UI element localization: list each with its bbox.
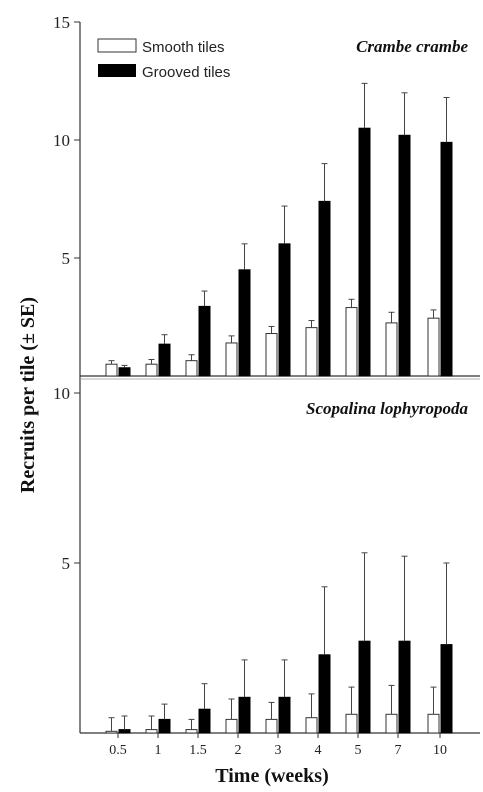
panel-1-bar-grooved-4: [278, 696, 291, 734]
panel-0-bar-grooved-0: [118, 367, 131, 377]
panel-0-bar-grooved-8: [440, 141, 453, 377]
panel-0-bar-smooth-7: [385, 322, 398, 377]
xtick-label-7: 7: [395, 743, 402, 758]
legend-swatch-smooth: [97, 38, 137, 53]
panel-0-ytick-label-2: 5: [62, 249, 71, 268]
panel-1-bar-grooved-0: [118, 729, 131, 734]
panel-1-bar-grooved-8: [440, 644, 453, 734]
panel-0-bar-smooth-6: [345, 307, 358, 377]
panel-1-bar-smooth-0: [105, 730, 118, 734]
panel-0-bar-smooth-2: [185, 360, 198, 377]
legend-label-grooved: Grooved tiles: [142, 64, 230, 81]
panel-1-bar-smooth-1: [145, 729, 158, 734]
panel-1-bar-grooved-7: [398, 640, 411, 734]
panel-0-bar-grooved-6: [358, 127, 371, 377]
panel-1-ytick-label-0: 10: [53, 384, 70, 403]
labels-layer: Recruits per tile (± SE) Time (weeks) Cr…: [17, 37, 468, 787]
panel-0-ytick-label-1: 10: [53, 131, 70, 150]
legend-swatch-grooved: [98, 64, 136, 77]
xtick-label-0: 0.5: [109, 743, 127, 758]
xtick-label-6: 5: [355, 743, 362, 758]
panel-0-ytick-label-0: 15: [53, 13, 70, 32]
panel-0-bar-grooved-3: [238, 269, 251, 377]
x-axis-title: Time (weeks): [215, 765, 329, 787]
panel-1-bar-smooth-3: [225, 718, 238, 734]
panel-0-bar-grooved-7: [398, 134, 411, 377]
panel-title-bottom: Scopalina lophyropoda: [306, 399, 468, 418]
panel-0-bar-grooved-4: [278, 243, 291, 377]
panel-1-bar-smooth-7: [385, 713, 398, 734]
panel-title-top: Crambe crambe: [356, 37, 468, 56]
panel-0-bar-smooth-8: [427, 317, 440, 377]
xtick-label-5: 4: [315, 743, 322, 758]
legend-label-smooth: Smooth tiles: [142, 39, 225, 56]
axes-layer: 15 10 5 10 5 0.5 1 1.5 2 3 4 5 7 10: [53, 13, 480, 758]
panel-0-bar-grooved-1: [158, 343, 171, 377]
panel-1-bar-grooved-5: [318, 654, 331, 734]
xtick-label-8: 10: [433, 743, 447, 758]
y-axis-title: Recruits per tile (± SE): [17, 297, 39, 493]
panel-0-bar-grooved-5: [318, 200, 331, 377]
panel-1-bar-smooth-4: [265, 718, 278, 734]
panel-1-bar-smooth-6: [345, 713, 358, 734]
panel-0-bar-smooth-5: [305, 327, 318, 377]
panel-1-bar-smooth-2: [185, 729, 198, 734]
panel-1-bar-grooved-6: [358, 640, 371, 734]
panel-0-bar-smooth-0: [105, 363, 118, 377]
xtick-label-4: 3: [275, 743, 282, 758]
panel-1-bar-grooved-1: [158, 718, 171, 734]
panel-1-bar-grooved-2: [198, 708, 211, 734]
panel-1-bar-grooved-3: [238, 696, 251, 734]
panel-1-bar-smooth-5: [305, 717, 318, 734]
panel-0-bar-smooth-1: [145, 363, 158, 377]
panel-0-bar-smooth-3: [225, 342, 238, 377]
panel-0-bar-grooved-2: [198, 305, 211, 377]
xtick-label-3: 2: [235, 743, 242, 758]
xtick-label-2: 1.5: [189, 743, 207, 758]
panel-1-bar-smooth-8: [427, 713, 440, 734]
bars-layer: [105, 82, 453, 734]
legend: Smooth tiles Grooved tiles: [97, 38, 230, 81]
panel-1-ytick-label-1: 5: [62, 554, 71, 573]
xtick-label-1: 1: [155, 743, 162, 758]
panel-0-bar-smooth-4: [265, 333, 278, 377]
